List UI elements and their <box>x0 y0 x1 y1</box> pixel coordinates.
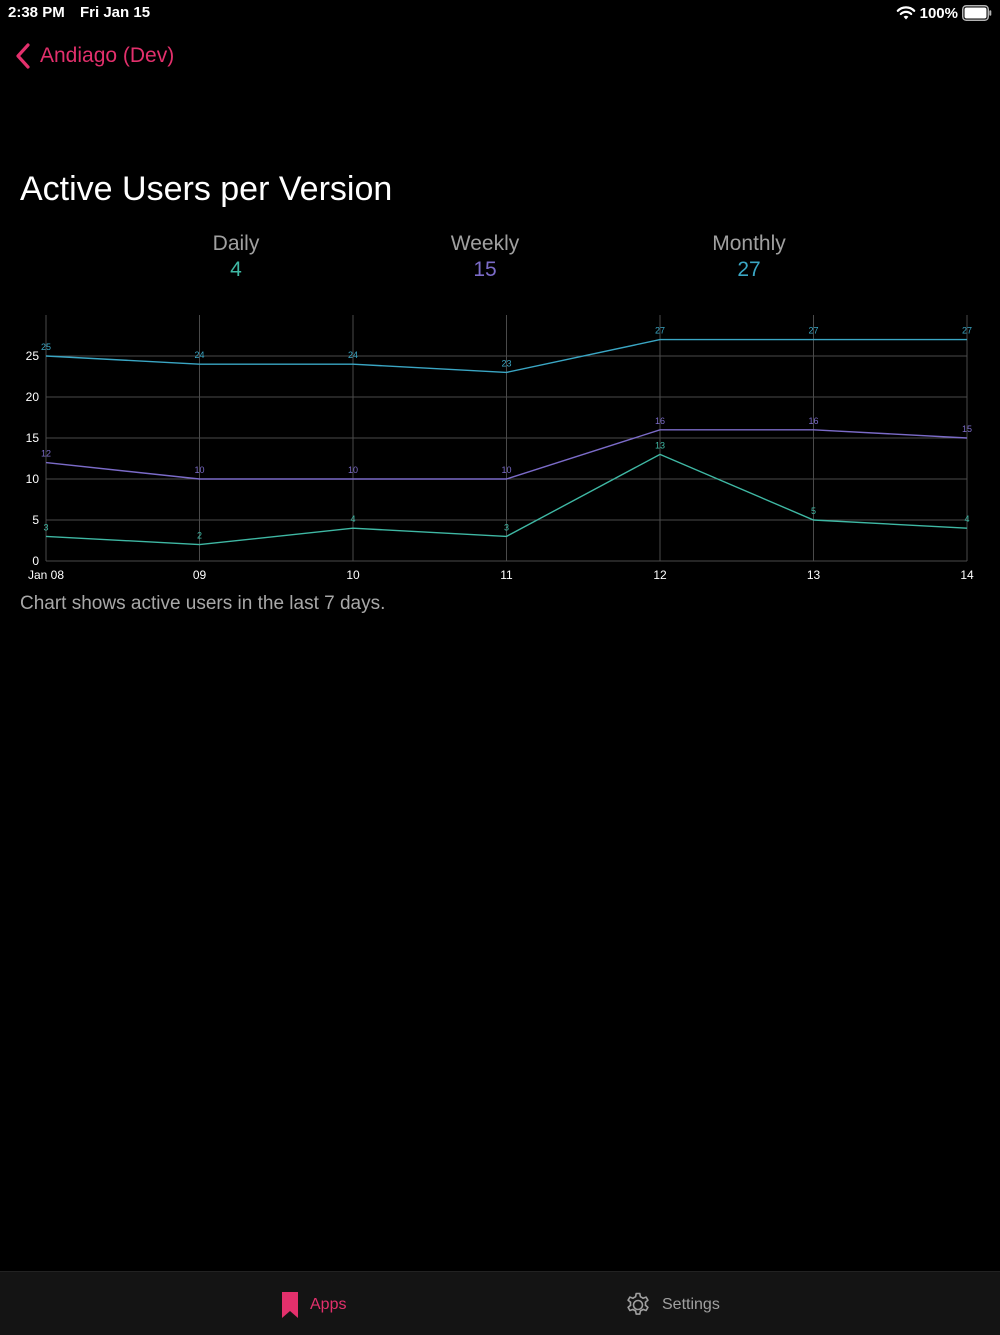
tab-apps[interactable]: Apps <box>280 1290 346 1320</box>
tab-apps-label: Apps <box>310 1296 347 1313</box>
series-line-daily <box>45 453 968 546</box>
data-label-weekly: 10 <box>194 465 204 475</box>
data-label-weekly: 15 <box>962 424 972 434</box>
back-button-label: Andiago (Dev) <box>40 44 175 67</box>
y-tick-label: 20 <box>26 390 40 404</box>
data-label-daily: 13 <box>655 440 665 450</box>
x-tick-label: 13 <box>807 568 821 582</box>
series-line-weekly <box>45 429 968 480</box>
data-label-weekly: 16 <box>655 416 665 426</box>
data-label-monthly: 27 <box>962 326 972 336</box>
stat-weekly: Weekly 15 <box>405 232 565 282</box>
status-indicators: 100% <box>896 3 992 23</box>
data-label-monthly: 24 <box>194 350 204 360</box>
chevron-left-icon <box>16 43 30 69</box>
wifi-icon <box>896 6 915 20</box>
data-label-monthly: 24 <box>348 350 358 360</box>
stat-weekly-value: 15 <box>473 258 497 281</box>
stat-weekly-label: Weekly <box>450 232 520 255</box>
data-label-weekly: 12 <box>41 449 51 459</box>
data-label-monthly: 27 <box>808 326 818 336</box>
data-label-daily: 2 <box>197 531 202 541</box>
x-tick-label: 09 <box>193 568 207 582</box>
x-tick-label: 11 <box>500 568 513 582</box>
y-tick-label: 10 <box>26 472 40 486</box>
x-tick-label: 10 <box>346 568 360 582</box>
gear-icon <box>627 1292 649 1315</box>
status-time: 2:38 PM <box>8 4 65 21</box>
status-bar: 2:38 PM Fri Jan 15 100% <box>0 0 1000 26</box>
y-tick-label: 25 <box>26 349 40 363</box>
x-tick-label: Jan 08 <box>28 568 64 582</box>
data-label-daily: 3 <box>43 522 48 532</box>
y-tick-label: 5 <box>32 513 39 527</box>
tab-bar: Apps Settings <box>0 1271 1000 1335</box>
data-label-daily: 3 <box>504 522 509 532</box>
stat-daily-label: Daily <box>212 232 260 255</box>
stat-monthly: Monthly 27 <box>669 232 829 282</box>
back-button[interactable]: Andiago (Dev) <box>14 40 174 72</box>
bookmark-icon <box>282 1292 298 1318</box>
x-tick-label: 14 <box>960 568 974 582</box>
y-tick-label: 15 <box>26 431 40 445</box>
data-label-weekly: 10 <box>348 465 358 475</box>
battery-icon <box>962 5 992 21</box>
x-tick-label: 12 <box>653 568 667 582</box>
chart-caption: Chart shows active users in the last 7 d… <box>20 593 386 614</box>
stat-daily-value: 4 <box>230 258 242 281</box>
data-label-daily: 5 <box>811 506 816 516</box>
data-label-weekly: 16 <box>808 416 818 426</box>
tab-settings[interactable]: Settings <box>624 1290 720 1320</box>
page-title: Active Users per Version <box>20 170 393 208</box>
data-label-monthly: 23 <box>501 358 511 368</box>
data-label-daily: 4 <box>350 514 355 524</box>
tab-settings-label: Settings <box>662 1296 720 1313</box>
status-date: Fri Jan 15 <box>80 4 151 21</box>
data-label-daily: 4 <box>964 514 969 524</box>
stat-monthly-value: 27 <box>737 258 761 281</box>
battery-percentage: 100% <box>919 4 958 22</box>
stat-daily: Daily 4 <box>156 232 316 282</box>
data-label-monthly: 27 <box>655 326 665 336</box>
series-line-monthly <box>45 338 967 374</box>
data-label-weekly: 10 <box>501 465 511 475</box>
stat-monthly-label: Monthly <box>712 232 786 255</box>
y-tick-label: 0 <box>32 554 39 568</box>
data-label-monthly: 25 <box>41 342 51 352</box>
